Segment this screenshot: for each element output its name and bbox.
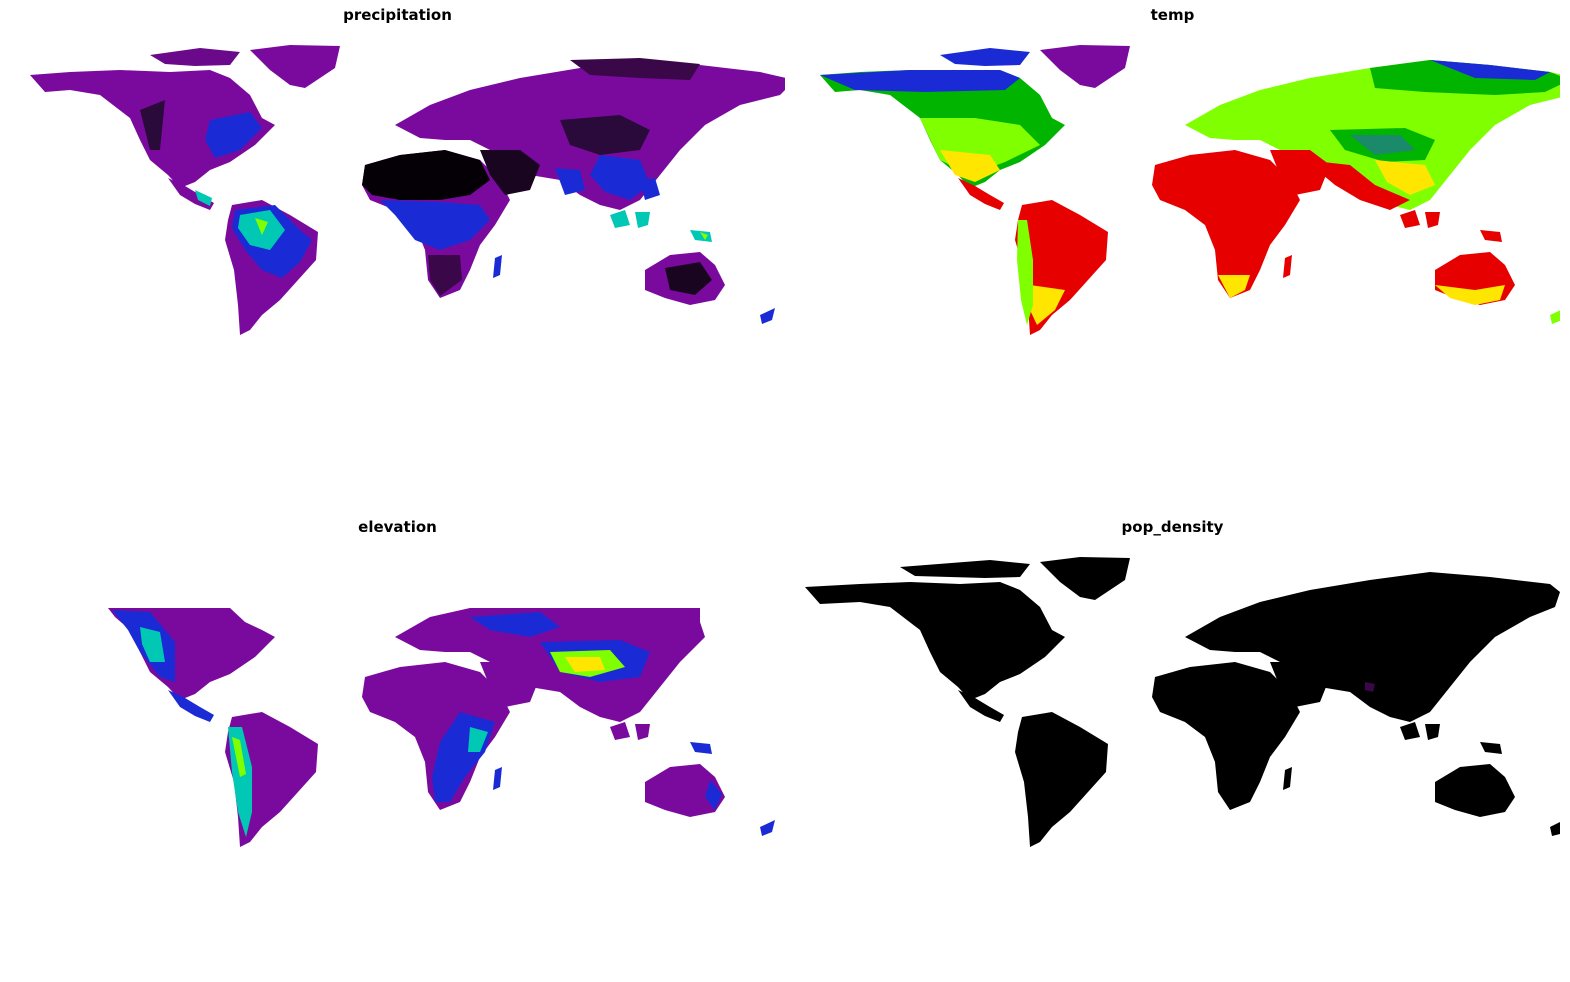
landmass-layer xyxy=(820,45,1560,335)
map-precipitation xyxy=(30,45,785,335)
greenland xyxy=(1040,557,1130,600)
central-america xyxy=(168,690,214,722)
africa xyxy=(1152,662,1300,810)
central-america xyxy=(958,178,1004,210)
north-america xyxy=(805,582,1065,700)
africa xyxy=(362,662,510,810)
greenland xyxy=(250,45,340,88)
south-america xyxy=(1015,712,1108,847)
eurasia xyxy=(1185,572,1560,722)
panel-elevation: elevation xyxy=(0,512,785,982)
landmass-layer xyxy=(805,557,1560,847)
map-temp xyxy=(820,45,1560,335)
panel-pop-density: pop_density xyxy=(775,512,1560,982)
landmass-layer xyxy=(108,608,775,847)
map-pop-density xyxy=(805,557,1560,847)
panel-title-pop-density: pop_density xyxy=(1121,518,1224,536)
greenland xyxy=(1040,45,1130,88)
map-elevation xyxy=(108,608,775,847)
panel-precipitation: precipitation xyxy=(0,0,785,470)
panel-title-precipitation: precipitation xyxy=(343,6,452,24)
landmass-layer xyxy=(30,45,785,335)
africa xyxy=(1152,150,1300,298)
central-america xyxy=(958,690,1004,722)
arctic-islands xyxy=(150,48,240,66)
panel-temp: temp xyxy=(775,0,1560,470)
eurasia xyxy=(395,608,705,722)
panel-title-temp: temp xyxy=(1150,6,1195,24)
panel-title-elevation: elevation xyxy=(358,518,437,536)
australia xyxy=(645,764,725,817)
australia xyxy=(1435,764,1515,817)
